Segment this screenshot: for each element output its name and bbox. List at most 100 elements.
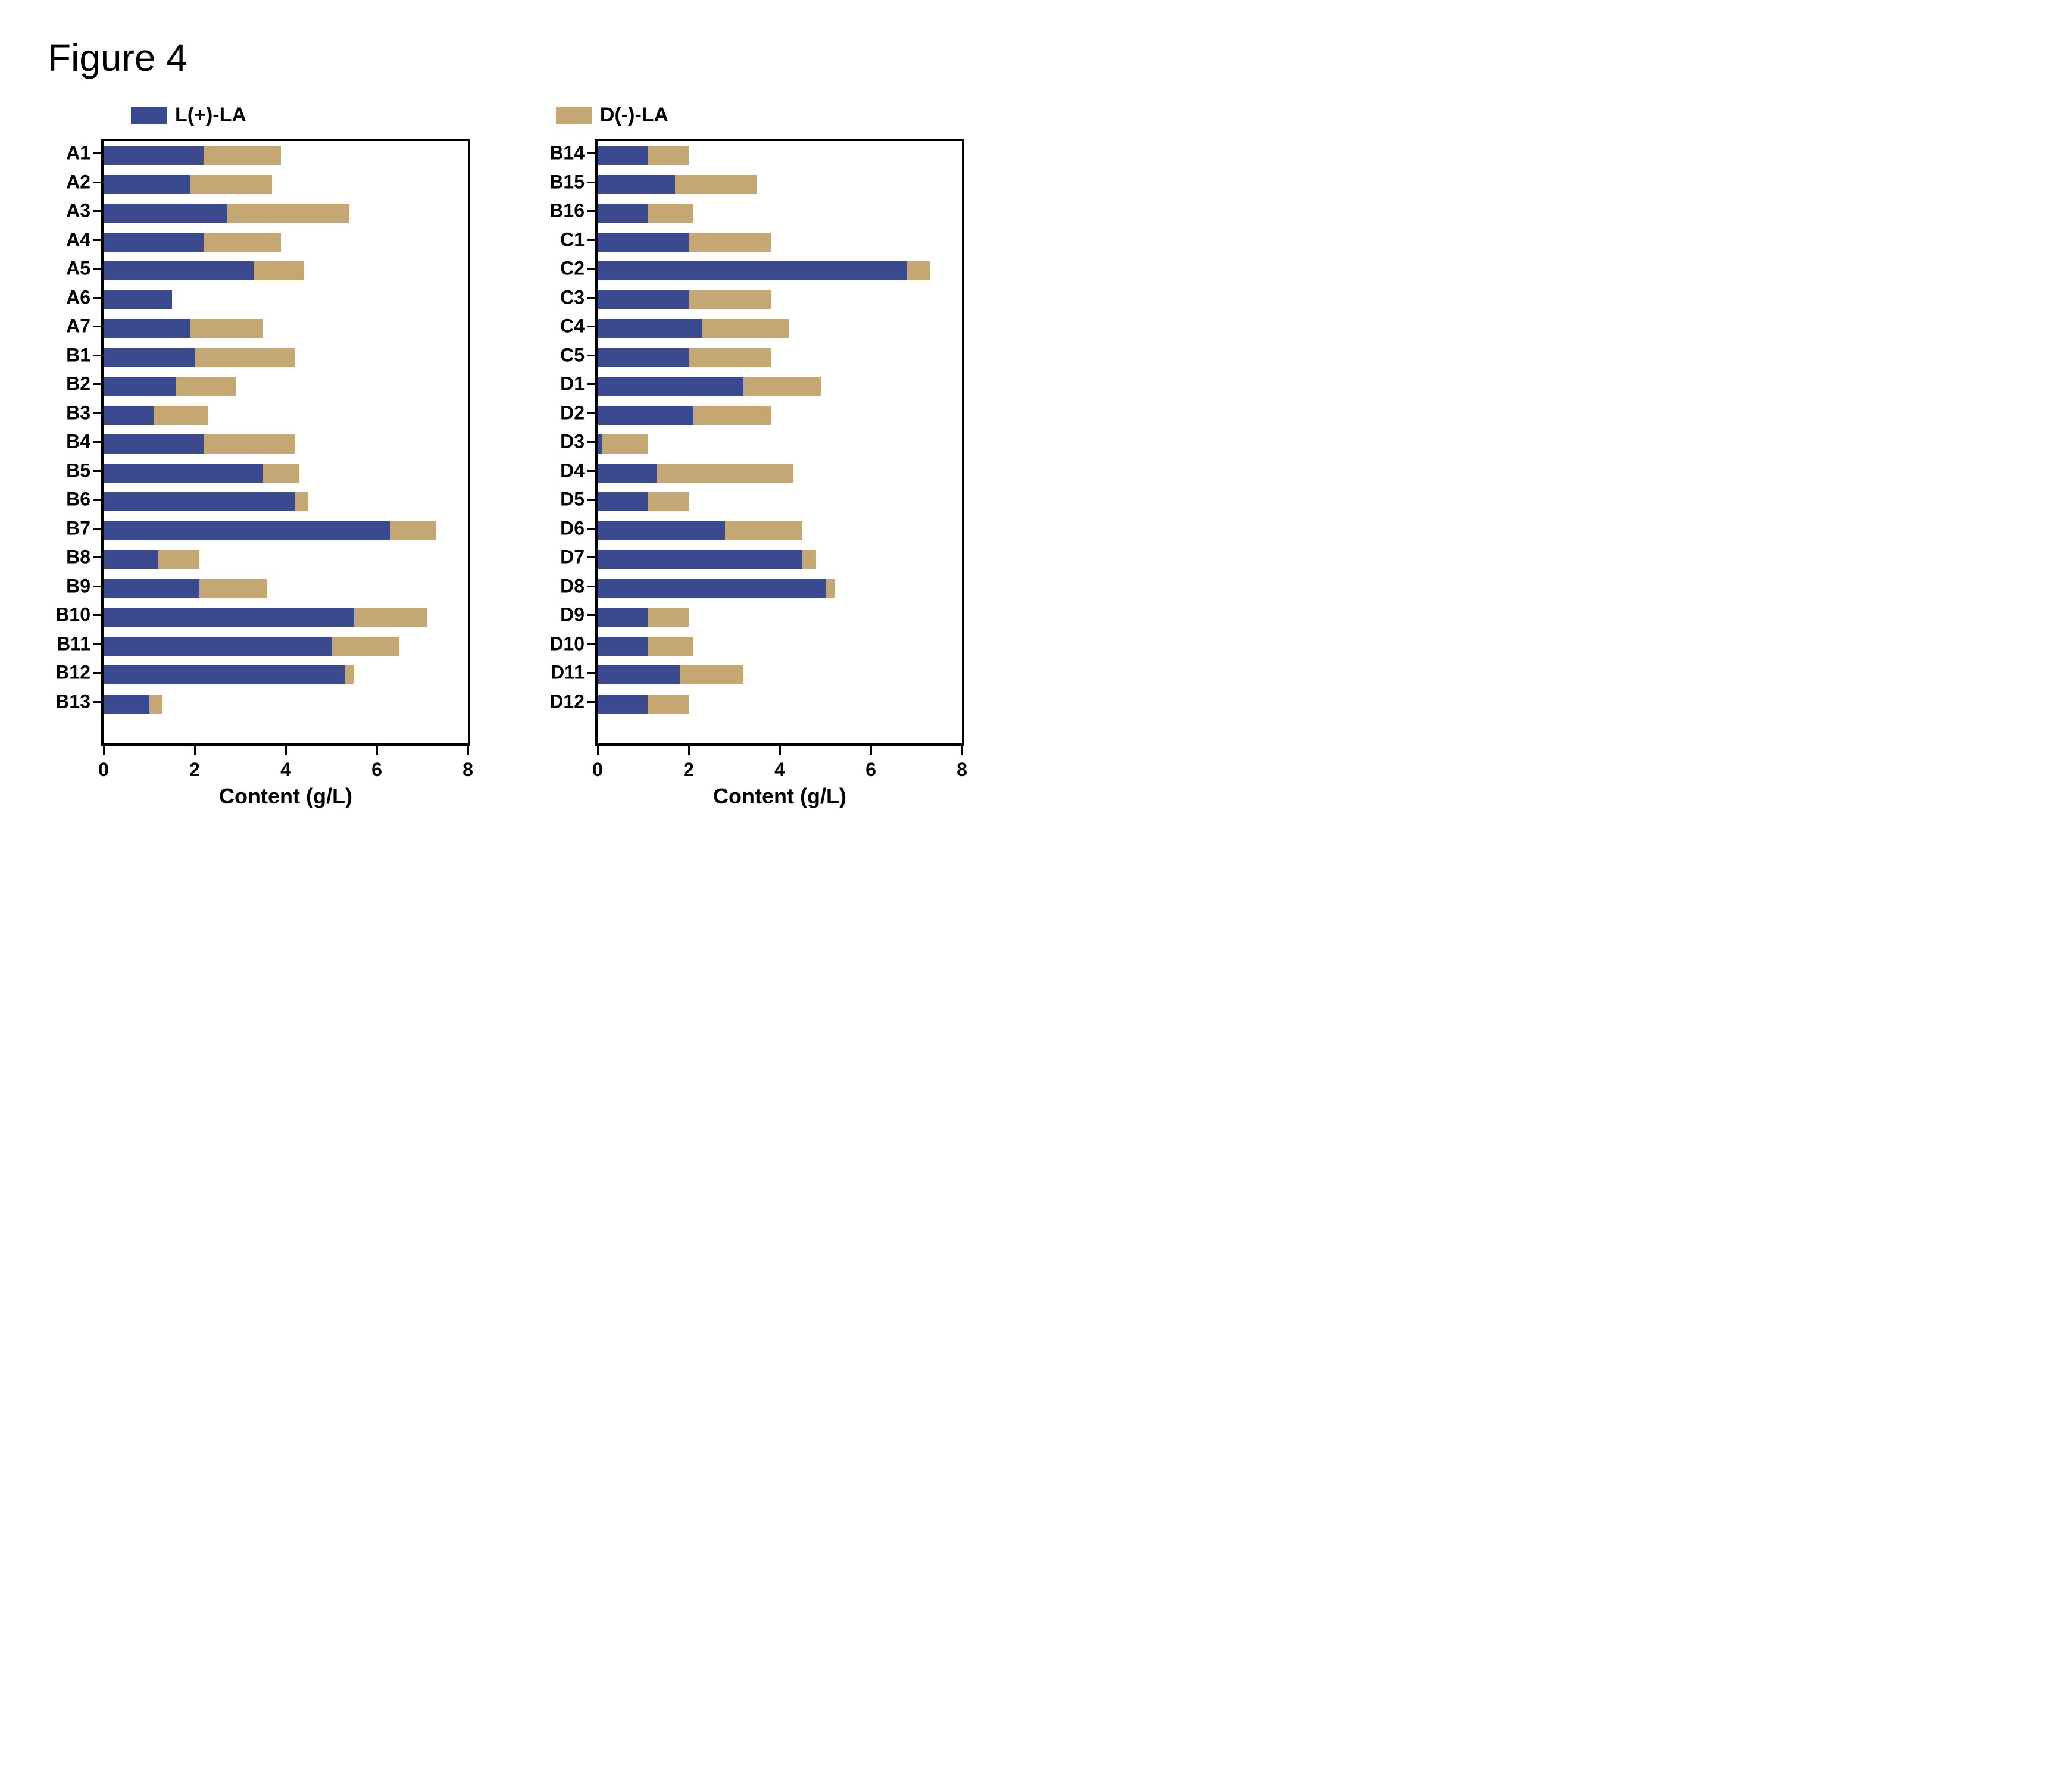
y-tick <box>93 672 101 674</box>
x-tick-label: 2 <box>683 759 694 781</box>
bar-row <box>104 175 272 194</box>
bar-segment-series-b <box>702 319 789 338</box>
bar-segment-series-b <box>195 348 295 367</box>
y-tick-label: D3 <box>542 431 585 453</box>
legend-item-series-a: L(+)-LA <box>131 104 246 127</box>
y-tick <box>93 239 101 241</box>
y-tick <box>587 152 595 154</box>
y-tick <box>93 470 101 472</box>
y-tick <box>587 355 595 356</box>
bar-segment-series-a <box>598 290 689 309</box>
bar-segment-series-b <box>907 261 930 280</box>
x-tick <box>103 746 105 755</box>
bar-segment-series-a <box>104 348 195 367</box>
legend-swatch-b <box>556 107 592 124</box>
bar-row <box>598 550 816 569</box>
bar-row <box>104 348 295 367</box>
bar-segment-series-a <box>598 319 702 338</box>
plot-area <box>101 139 470 746</box>
y-tick-label: B3 <box>48 402 90 424</box>
bar-segment-series-a <box>598 146 648 165</box>
bar-segment-series-b <box>154 406 208 425</box>
bar-segment-series-b <box>689 290 771 309</box>
bar-row <box>598 290 771 309</box>
bar-segment-series-a <box>598 521 725 540</box>
y-tick <box>93 412 101 414</box>
y-tick <box>587 470 595 472</box>
y-tick <box>93 268 101 270</box>
bar-segment-series-a <box>104 550 158 569</box>
bar-segment-series-b <box>190 319 262 338</box>
y-tick <box>587 297 595 299</box>
bar-row <box>598 608 689 627</box>
bar-segment-series-a <box>104 290 172 309</box>
figure-title: Figure 4 <box>48 36 2024 80</box>
bar-row <box>104 261 304 280</box>
x-tick <box>194 746 196 755</box>
x-tick <box>376 746 378 755</box>
y-tick-label: B9 <box>48 575 90 597</box>
bar-segment-series-b <box>689 233 771 252</box>
y-tick <box>93 556 101 558</box>
x-tick <box>467 746 469 755</box>
legend-label-a: L(+)-LA <box>175 104 246 127</box>
y-tick-label: D6 <box>542 517 585 539</box>
y-tick <box>93 643 101 645</box>
bar-segment-series-a <box>598 550 802 569</box>
bar-row <box>598 146 689 165</box>
y-tick <box>93 701 101 703</box>
y-tick-label: D2 <box>542 402 585 424</box>
y-tick-label: B4 <box>48 431 90 453</box>
bar-row <box>598 665 743 684</box>
bar-segment-series-a <box>104 464 263 483</box>
y-tick-label: A7 <box>48 315 90 337</box>
y-tick <box>93 182 101 183</box>
legend: L(+)-LA D(-)-LA <box>131 104 2024 127</box>
panel-left: A1A2A3A4A5A6A7B1B2B3B4B5B6B7B8B9B10B11B1… <box>48 139 470 817</box>
y-tick-label: B12 <box>48 662 90 684</box>
bar-segment-series-a <box>598 175 675 194</box>
bar-row <box>104 464 299 483</box>
bar-segment-series-b <box>390 521 436 540</box>
bar-row <box>104 521 436 540</box>
bar-segment-series-b <box>725 521 802 540</box>
bar-segment-series-b <box>648 608 689 627</box>
bar-segment-series-a <box>104 434 204 454</box>
bar-row <box>104 290 172 309</box>
bar-segment-series-a <box>104 261 254 280</box>
bar-segment-series-a <box>104 175 190 194</box>
bar-segment-series-b <box>648 204 693 223</box>
y-tick <box>587 239 595 241</box>
bar-segment-series-a <box>104 146 204 165</box>
y-tick <box>93 355 101 356</box>
bar-segment-series-a <box>598 434 602 454</box>
bar-segment-series-a <box>598 261 907 280</box>
panel-right: B14B15B16C1C2C3C4C5D1D2D3D4D5D6D7D8D9D10… <box>542 139 964 817</box>
y-tick-label: A3 <box>48 200 90 222</box>
bar-segment-series-a <box>104 492 295 511</box>
x-axis-title: Content (g/L) <box>713 784 846 809</box>
bar-segment-series-a <box>104 377 176 396</box>
x-tick-label: 0 <box>592 759 603 781</box>
bar-segment-series-a <box>104 406 154 425</box>
plot-area <box>595 139 964 746</box>
x-tick <box>870 746 872 755</box>
bar-row <box>598 637 693 656</box>
y-tick <box>587 614 595 616</box>
y-tick-label: B2 <box>48 373 90 395</box>
bar-segment-series-b <box>657 464 793 483</box>
bar-segment-series-a <box>598 665 680 684</box>
bar-row <box>598 492 689 511</box>
x-tick-label: 4 <box>774 759 785 781</box>
bar-segment-series-b <box>332 637 400 656</box>
bar-row <box>104 434 295 454</box>
bar-segment-series-b <box>826 579 835 598</box>
bar-segment-series-b <box>743 377 821 396</box>
bar-segment-series-a <box>104 665 345 684</box>
y-tick-label: B1 <box>48 344 90 366</box>
bar-segment-series-b <box>345 665 354 684</box>
bar-segment-series-b <box>648 637 693 656</box>
bar-segment-series-b <box>204 434 295 454</box>
bar-segment-series-a <box>598 492 648 511</box>
bar-segment-series-b <box>675 175 757 194</box>
